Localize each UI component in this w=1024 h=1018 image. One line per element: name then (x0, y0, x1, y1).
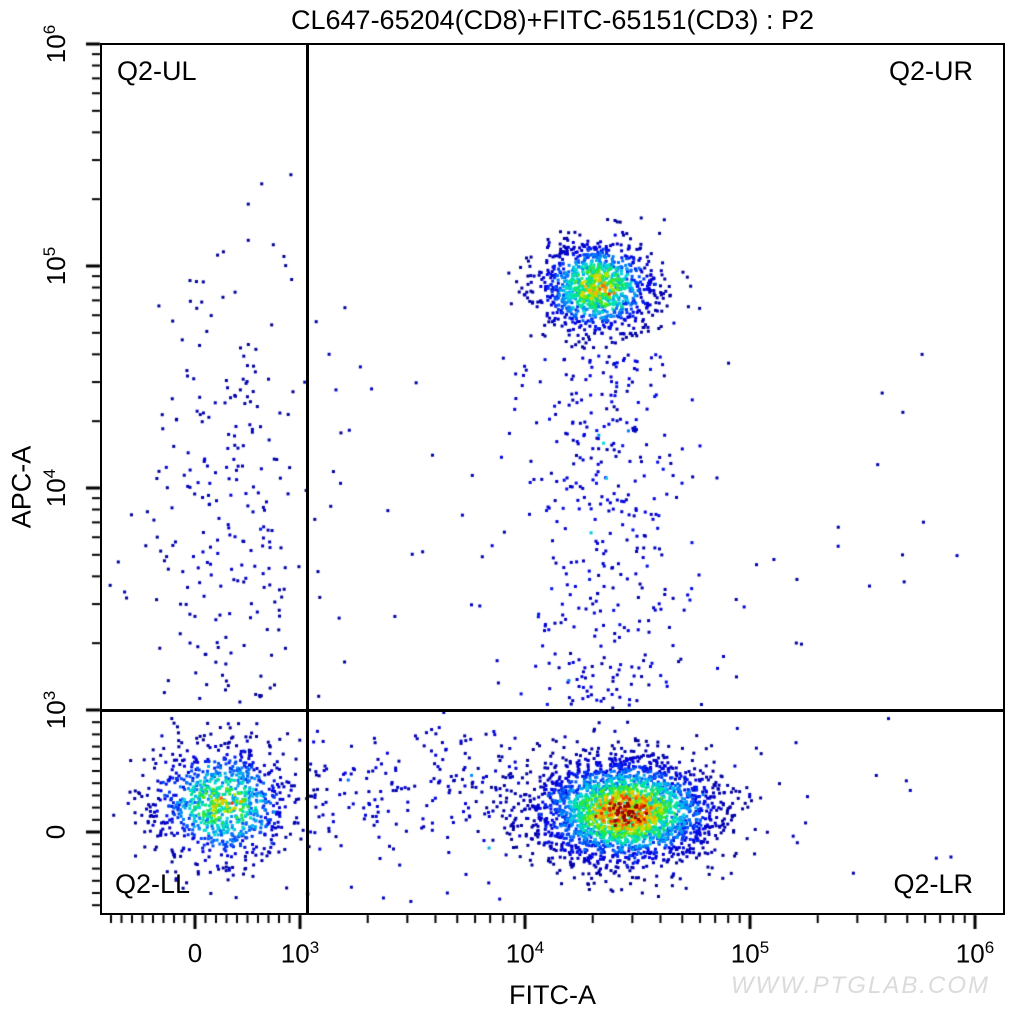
x-tick-label: 106 (955, 938, 995, 969)
quadrant-label-lower-left: Q2-LL (115, 869, 191, 899)
y-tick-label: 103 (40, 690, 71, 730)
x-tick-label: 103 (280, 938, 320, 969)
quadrant-gate-vertical-line (306, 43, 310, 915)
quadrant-label-lower-right: Q2-LR (893, 869, 973, 899)
quadrant-label-upper-left: Q2-UL (117, 56, 197, 86)
quadrant-gate-horizontal-line (100, 708, 1005, 712)
x-tick-label: 0 (187, 938, 203, 968)
y-axis-title: APC-A (6, 445, 37, 529)
quadrant-label-upper-right: Q2-UR (888, 56, 973, 86)
page-title: CL647-65204(CD8)+FITC-65151(CD3) : P2 (291, 5, 814, 35)
y-tick-label: 105 (40, 246, 71, 286)
ptglab-watermark: WWW.PTGLAB.COM (730, 972, 990, 999)
x-tick-label: 104 (505, 938, 545, 969)
x-axis-title: FITC-A (509, 980, 596, 1010)
y-tick-label: 104 (40, 468, 71, 508)
x-tick-label: 105 (730, 938, 770, 969)
y-tick-label: 106 (40, 24, 71, 64)
y-tick-label: 0 (40, 824, 71, 840)
